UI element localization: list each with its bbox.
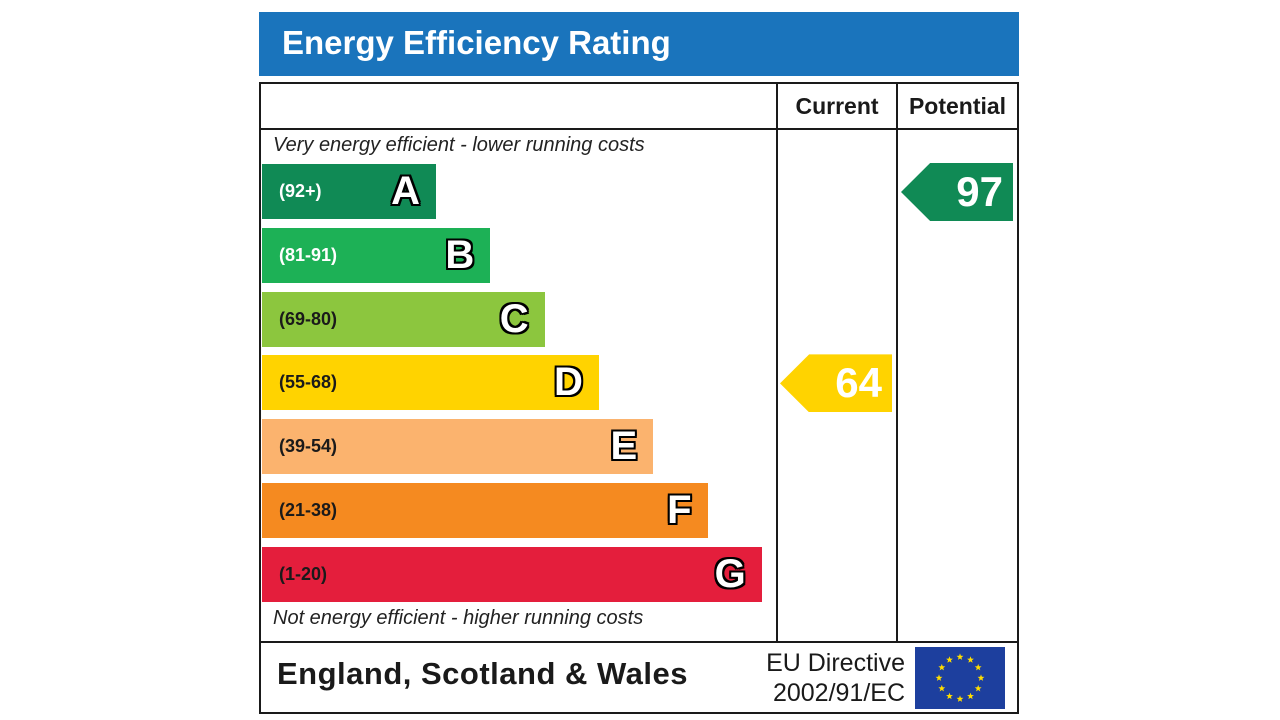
eu-directive-text: EU Directive 2002/91/EC — [755, 648, 905, 708]
rating-chart: Current Potential Very energy efficient … — [259, 82, 1019, 714]
band-e: (39-54) E — [262, 419, 654, 475]
current-rating-arrow: 64 — [780, 354, 892, 413]
column-header-potential: Potential — [908, 93, 1007, 119]
caption-efficient: Very energy efficient - lower running co… — [273, 134, 645, 156]
eu-star-icon — [938, 684, 946, 692]
band-letter: D — [554, 360, 583, 405]
band-letter: C — [499, 296, 529, 341]
potential-rating-arrow: 97 — [901, 163, 1013, 221]
band-letter: E — [610, 424, 638, 469]
eu-directive-line2: 2002/91/EC — [772, 679, 905, 707]
band-d: (55-68) D — [262, 355, 599, 411]
region-label: England, Scotland & Wales — [277, 656, 688, 691]
page-title: Energy Efficiency Rating — [282, 24, 671, 61]
band-a: (92+) A — [262, 164, 436, 219]
caption-inefficient: Not energy efficient - higher running co… — [273, 607, 644, 629]
eu-directive-line1: EU Directive — [766, 649, 905, 677]
band-letter: F — [667, 488, 692, 532]
eu-star-icon — [946, 656, 953, 663]
column-header-current: Current — [795, 93, 879, 119]
eu-star-icon — [956, 695, 964, 702]
eu-flag-icon — [915, 647, 1005, 709]
band-range: (55-68) — [279, 372, 338, 393]
band-letter: G — [714, 551, 746, 596]
band-b: (81-91) B — [262, 227, 491, 283]
eu-star-icon — [935, 674, 943, 681]
band-c: (69-80) C — [262, 291, 545, 347]
eu-star-icon — [938, 663, 946, 671]
eu-star-icon — [967, 656, 974, 663]
band-range: (81-91) — [279, 244, 338, 265]
eu-star-icon — [956, 653, 964, 660]
title-bar: Energy Efficiency Rating — [259, 12, 1019, 76]
divider-current — [776, 84, 778, 641]
divider-potential — [896, 84, 898, 641]
band-f: (21-38) F — [262, 483, 708, 538]
potential-rating-value: 97 — [956, 168, 1003, 215]
band-letter: A — [391, 169, 420, 213]
eu-star-icon — [974, 663, 982, 671]
band-range: (92+) — [279, 181, 322, 201]
eu-star-icon — [967, 692, 974, 700]
current-rating-value: 64 — [835, 359, 882, 407]
band-range: (69-80) — [279, 308, 338, 329]
band-range: (1-20) — [279, 563, 328, 584]
band-letter: B — [445, 232, 475, 277]
eu-star-icon — [974, 684, 982, 692]
divider-header — [261, 128, 1017, 130]
band-range: (21-38) — [279, 500, 338, 520]
band-range: (39-54) — [279, 436, 338, 457]
divider-footer — [261, 641, 1017, 643]
eu-star-icon — [946, 692, 953, 700]
eu-star-icon — [977, 674, 985, 681]
band-g: (1-20) G — [262, 546, 762, 602]
